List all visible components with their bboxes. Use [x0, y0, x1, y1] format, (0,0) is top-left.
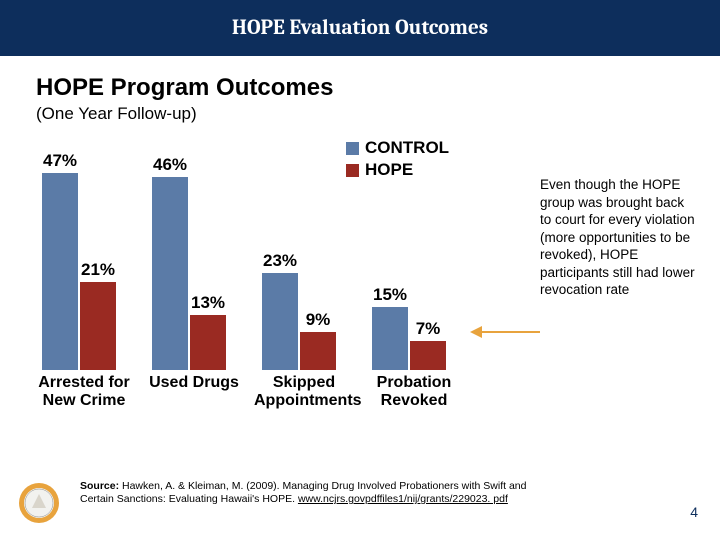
bar-label-control: 15% [365, 285, 415, 305]
chart-title: HOPE Program Outcomes [36, 74, 720, 102]
bar-label-hope: 13% [183, 293, 233, 313]
chart-plot-area: 47%21%46%13%23%9%15%7% [36, 160, 476, 370]
bar-chart: CONTROL HOPE 47%21%46%13%23%9%15%7% Arre… [36, 138, 476, 408]
category-label: Used Drugs [144, 374, 244, 392]
category-label: Arrested forNew Crime [34, 374, 134, 411]
legend-item-control: CONTROL [346, 138, 449, 158]
bar-label-control: 46% [145, 155, 195, 175]
slide-header: HOPE Evaluation Outcomes [0, 0, 720, 56]
bar-hope [410, 341, 446, 370]
category-label: ProbationRevoked [364, 374, 464, 411]
legend-swatch-control [346, 142, 359, 155]
category-label: SkippedAppointments [254, 374, 354, 411]
legend-label-control: CONTROL [365, 138, 449, 158]
chart-subtitle: (One Year Follow-up) [36, 104, 720, 124]
source-citation: Source: Hawken, A. & Kleiman, M. (2009).… [80, 480, 560, 506]
bar-control [152, 177, 188, 370]
callout-text: Even though the HOPE group was brought b… [540, 176, 695, 299]
bar-label-control: 23% [255, 251, 305, 271]
bar-label-hope: 21% [73, 260, 123, 280]
page-number: 4 [690, 504, 698, 520]
bar-label-hope: 9% [293, 310, 343, 330]
callout-arrow-icon [470, 324, 540, 340]
seal-icon [18, 482, 60, 524]
bar-label-hope: 7% [403, 319, 453, 339]
bar-label-control: 47% [35, 151, 85, 171]
slide-header-title: HOPE Evaluation Outcomes [232, 16, 488, 40]
source-link: www.ncjrs.govpdffiles1/nij/grants/229023… [298, 493, 508, 505]
bar-hope [300, 332, 336, 370]
bar-hope [80, 282, 116, 370]
source-prefix: Source: [80, 480, 119, 492]
bar-hope [190, 315, 226, 370]
